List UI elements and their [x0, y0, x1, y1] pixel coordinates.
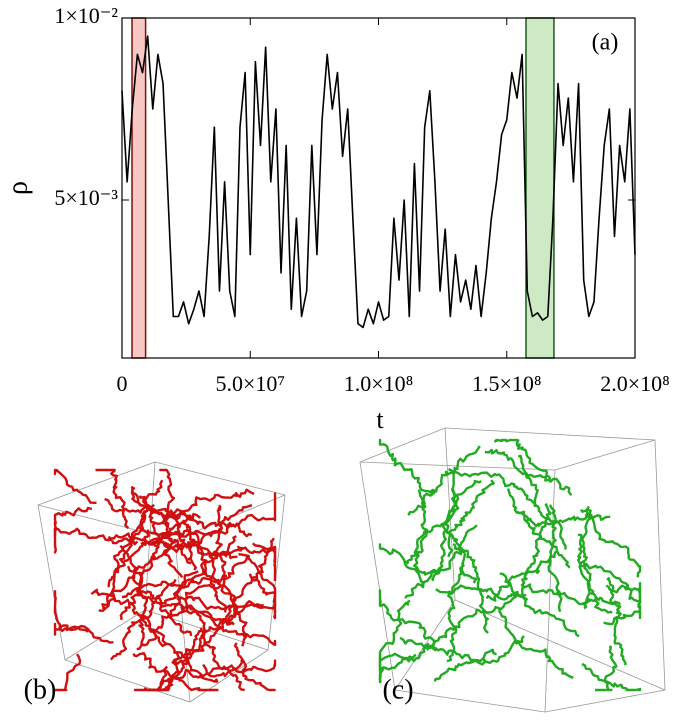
- cube-edge: [554, 439, 656, 471]
- x-tick-label: 1.5×10⁸: [472, 371, 542, 396]
- polymer-chain: [516, 510, 611, 528]
- polymer-chain: [520, 503, 552, 602]
- polymer-chain: [172, 597, 236, 666]
- y-tick-label: 5×10⁻³: [54, 185, 118, 210]
- polymer-chain: [413, 489, 429, 589]
- polymer-chain: [53, 590, 114, 644]
- panel-label: (c): [382, 674, 413, 705]
- polymer-network: [378, 438, 642, 692]
- polymer-chain: [248, 573, 277, 614]
- polymer-chain: [606, 576, 627, 666]
- polymer-chain: [506, 488, 571, 569]
- x-axis-label: t: [376, 405, 384, 434]
- polymer-chain: [235, 492, 277, 527]
- y-tick-label: 1×10⁻²: [54, 3, 118, 28]
- polymer-chain: [431, 470, 460, 582]
- polymer-chain: [107, 503, 155, 588]
- polymer-chain: [132, 652, 219, 692]
- polymer-chain: [109, 578, 177, 661]
- polymer-chain: [494, 438, 552, 481]
- x-tick-label: 0: [117, 371, 128, 396]
- polymer-chain: [101, 531, 174, 610]
- polymer-chain: [136, 590, 235, 626]
- polymer-chain: [378, 599, 411, 684]
- polymer-chain: [484, 448, 573, 497]
- polymer-chain: [130, 488, 184, 579]
- polymer-chain: [378, 543, 442, 576]
- polymer-chain: [94, 468, 130, 530]
- polymer-chain: [595, 645, 618, 692]
- cube-edge: [174, 539, 191, 703]
- polymer-chain: [180, 606, 277, 646]
- polymer-chain: [522, 583, 621, 606]
- polymer-chain: [90, 588, 167, 646]
- polymer-chain: [378, 652, 417, 670]
- polymer-chain: [443, 488, 478, 584]
- polymer-chain: [176, 595, 277, 611]
- polymer-chain: [167, 555, 251, 618]
- polymer-chain: [378, 438, 436, 495]
- polymer-chain: [159, 468, 176, 537]
- polymer-chain: [119, 544, 148, 646]
- polymer-chain: [578, 505, 592, 610]
- polymer-chain: [447, 479, 495, 558]
- polymer-chain: [425, 592, 520, 651]
- polymer-chain: [98, 529, 151, 612]
- polymer-network: [53, 468, 277, 692]
- polymer-chain: [53, 527, 139, 546]
- x-tick-label: 1.0×10⁸: [344, 371, 414, 396]
- polymer-chain: [447, 468, 538, 507]
- polymer-chain: [236, 545, 277, 564]
- polymer-chain: [139, 615, 219, 683]
- cube-edge: [37, 504, 176, 541]
- panel-label: (a): [592, 30, 619, 56]
- cube-edge: [64, 609, 146, 661]
- polymer-chain: [202, 659, 277, 678]
- polymer-chain: [136, 570, 199, 651]
- polymer-chain: [212, 504, 236, 600]
- polymer-chain: [187, 604, 245, 692]
- polymer-chain: [209, 552, 248, 647]
- polymer-chain: [433, 635, 525, 682]
- data-line: [121, 35, 636, 329]
- cube-edge: [454, 599, 666, 691]
- polymer-chain: [499, 572, 580, 638]
- polymer-chain: [498, 607, 574, 679]
- polymer-chain: [404, 524, 478, 599]
- polymer-chain: [485, 550, 558, 602]
- polymer-chain: [446, 562, 465, 663]
- polymer-chain: [53, 653, 82, 692]
- x-tick-label: 2.0×10⁸: [600, 371, 670, 396]
- polymer-chain: [53, 506, 93, 554]
- polymer-chain: [104, 497, 195, 521]
- x-tick-label: 5.0×10⁷: [215, 371, 285, 396]
- polymer-chain: [581, 662, 642, 692]
- plot-frame: [121, 17, 636, 359]
- polymer-chain: [233, 642, 276, 692]
- polymer-chain: [160, 535, 237, 606]
- y-axis-label: ρ: [2, 181, 33, 195]
- time-series-panel: 0 5.0×10⁷ 1.0×10⁸ 1.5×10⁸ 2.0×10⁸ 5×10⁻³ 1×10⁻…: [54, 3, 669, 396]
- polymer-chain: [405, 479, 482, 565]
- polymer-chain: [580, 508, 642, 578]
- polymer-chain: [577, 533, 613, 614]
- polymer-chain: [53, 468, 97, 504]
- polymer-chain: [399, 636, 497, 663]
- polymer-chain: [603, 582, 642, 626]
- polymer-chain: [133, 651, 181, 692]
- panel-label: (b): [24, 674, 57, 705]
- polymer-chain: [452, 542, 489, 634]
- polymer-chain: [435, 584, 527, 601]
